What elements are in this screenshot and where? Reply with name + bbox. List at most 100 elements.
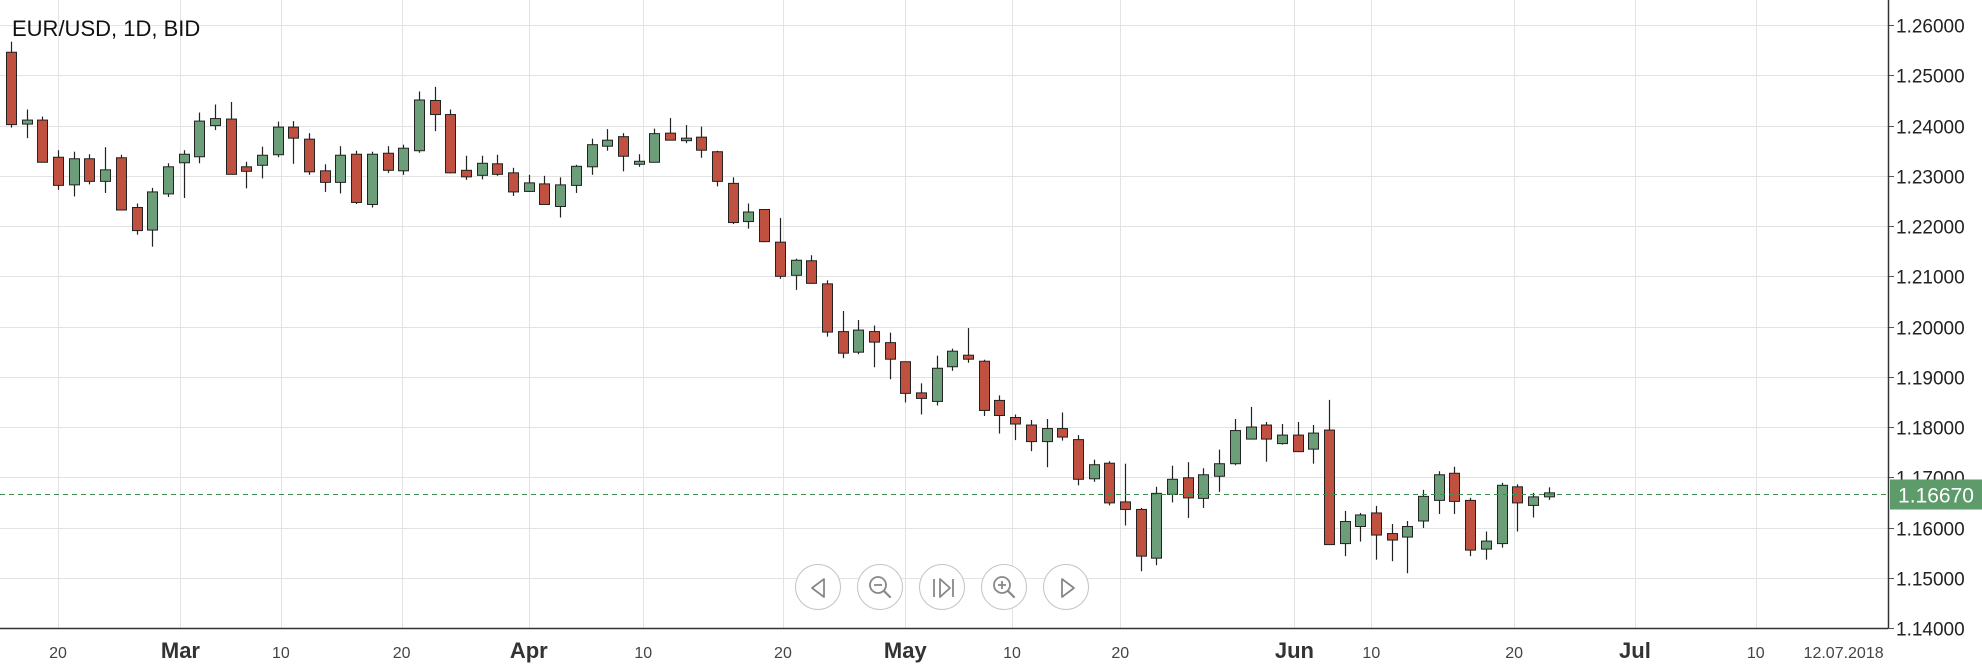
candle-body — [634, 160, 645, 165]
candle-body — [524, 182, 535, 192]
y-tick-label: 1.24000 — [1896, 118, 1965, 139]
candle-body — [853, 329, 864, 353]
candle-body — [1497, 484, 1508, 545]
x-tick-label: Apr — [510, 638, 548, 663]
y-tick-label: 1.18000 — [1896, 419, 1965, 440]
candle-body — [900, 361, 911, 394]
y-tick-label: 1.14000 — [1896, 620, 1965, 641]
reset-icon — [933, 578, 954, 598]
candle-body — [132, 206, 143, 232]
candle-body — [1387, 533, 1398, 541]
y-tick-label: 1.22000 — [1896, 218, 1965, 239]
candle-body — [84, 158, 95, 182]
candle-body — [147, 191, 158, 231]
next-icon — [1061, 578, 1075, 598]
x-tick-label: Jun — [1275, 638, 1314, 663]
scroll-right-button[interactable] — [1043, 564, 1089, 610]
candle-body — [571, 165, 582, 186]
candle-body — [759, 209, 770, 243]
y-tick-label: 1.16000 — [1896, 520, 1965, 541]
zoom-out-icon — [869, 576, 892, 599]
candle-body — [37, 119, 48, 163]
candle-body — [226, 118, 237, 175]
candle-body — [1528, 496, 1539, 506]
x-tick-label: 20 — [1505, 645, 1523, 662]
y-tick-label: 1.21000 — [1896, 268, 1965, 289]
candle-body — [1308, 432, 1319, 450]
candle-body — [1434, 474, 1445, 501]
candle-body — [822, 283, 833, 333]
candle-body — [210, 118, 221, 127]
candle-body — [477, 162, 488, 176]
candle-body — [1371, 512, 1382, 536]
candle-body — [430, 99, 441, 116]
candle-body — [1198, 474, 1209, 499]
y-tick-label: 1.15000 — [1896, 570, 1965, 591]
scroll-left-button[interactable] — [795, 564, 841, 610]
candle-body — [1230, 430, 1241, 465]
x-tick-label: Mar — [161, 638, 201, 663]
candle-body — [1418, 495, 1429, 522]
price-tag-bg — [1890, 479, 1982, 510]
candle-body — [241, 166, 252, 172]
y-tick-label: 1.25000 — [1896, 67, 1965, 88]
candle-body — [838, 331, 849, 354]
candle-body — [1136, 508, 1147, 557]
x-tick-label: 10 — [1362, 645, 1380, 662]
candle-body — [1277, 434, 1288, 445]
candle-body — [602, 139, 613, 147]
candle-body — [1355, 514, 1366, 528]
candle-body — [508, 172, 519, 193]
candle-body — [869, 331, 880, 343]
candle-body — [979, 360, 990, 411]
zoom-out-button[interactable] — [857, 564, 903, 610]
candle-body — [1324, 429, 1335, 546]
candle-body — [932, 367, 943, 402]
candle-body — [100, 169, 111, 182]
candle-body — [1167, 478, 1178, 495]
candle-body — [1261, 424, 1272, 440]
x-tick-label: 12.07.2018 — [1804, 645, 1884, 662]
candle-body — [179, 153, 190, 164]
candle-body — [806, 260, 817, 284]
candle-body — [587, 144, 598, 168]
navigation-bar — [795, 564, 1095, 616]
candle-body — [1465, 499, 1476, 551]
candle-body — [649, 133, 660, 163]
x-tick-label: 20 — [49, 645, 67, 662]
candle-body — [1481, 540, 1492, 550]
candle-body — [116, 157, 127, 211]
candle-body — [1073, 439, 1084, 480]
y-tick-label: 1.23000 — [1896, 168, 1965, 189]
candle-body — [1183, 477, 1194, 499]
candle-body — [414, 99, 425, 152]
chart-title: EUR/USD, 1D, BID — [12, 16, 201, 41]
reset-chart-button[interactable] — [919, 564, 965, 610]
current-price-tag: 1.16670 — [1898, 485, 1974, 508]
x-tick-label: 20 — [393, 645, 411, 662]
y-tick-label: 1.20000 — [1896, 319, 1965, 340]
candle-body — [681, 137, 692, 142]
candle-body — [994, 399, 1005, 416]
x-tick-label: 20 — [774, 645, 792, 662]
candle-body — [1449, 472, 1460, 502]
candle-body — [555, 184, 566, 207]
candle-body — [1120, 501, 1131, 510]
candle-body — [383, 152, 394, 171]
candle-body — [351, 153, 362, 203]
candle-body — [288, 126, 299, 139]
candle-body — [335, 154, 346, 183]
candle-body — [1089, 464, 1100, 480]
zoom-in-button[interactable] — [981, 564, 1027, 610]
candle-body — [728, 182, 739, 224]
candle-body — [696, 136, 707, 151]
x-tick-label: 10 — [1003, 645, 1021, 662]
candle-body — [665, 132, 676, 141]
candle-body — [257, 154, 268, 166]
candle-body — [6, 51, 17, 126]
candle-body — [1026, 424, 1037, 443]
candle-body — [791, 259, 802, 276]
candle-body — [492, 163, 503, 175]
candle-body — [22, 119, 33, 125]
